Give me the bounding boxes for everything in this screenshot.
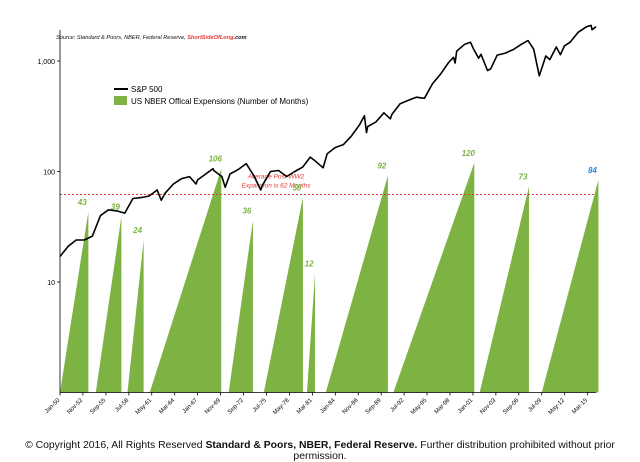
expansion-area-11 [541,179,599,393]
expansion-area-6 [263,197,303,393]
expansion-label-8: 92 [377,162,386,171]
expansion-label-7: 12 [305,259,314,268]
y-tick-label: 100 [43,170,55,177]
expansion-area-9 [393,162,475,393]
expansion-area-5 [228,220,253,393]
expansion-area-7 [306,273,316,393]
x-tick-label: Mar-98 [434,397,452,415]
expansion-area-3 [127,239,144,393]
expansion-label-4: 106 [209,155,223,164]
expansion-area-8 [325,175,388,393]
x-tick-label: May-12 [548,397,567,416]
copyright-footer: © Copyright 2016, All Rights Reserved St… [0,440,640,462]
x-tick-label: Sep-55 [89,397,107,415]
expansion-label-6: 58 [292,184,301,193]
expansion-label-9: 120 [462,149,476,158]
x-tick-label: Jul-92 [390,397,406,413]
x-tick-label: Mar-64 [158,397,176,415]
x-tick-label: Jul-75 [252,397,268,413]
x-tick-label: Jul-09 [527,397,543,413]
expansion-label-5: 36 [242,207,251,216]
y-tick-label: 10 [47,280,55,287]
x-tick-label: Jul-58 [114,397,130,413]
x-tick-label: May-78 [272,397,291,416]
x-tick-label: Nov-03 [479,397,497,415]
x-tick-label: Jan-84 [319,397,337,415]
x-tick-label: Mar-81 [296,397,314,415]
footer-prefix: © Copyright 2016, All Rights Reserved [25,440,206,451]
brand-part-c: Long [220,35,234,41]
x-tick-label: Nov-86 [342,397,360,415]
expansion-areas [60,162,599,393]
legend: S&P 500 US NBER Offical Expensions (Numb… [114,85,309,106]
average-label-line1: Average Post WW2 [247,173,305,180]
expansion-label-3: 24 [132,226,142,235]
brand-part-b: Of [214,35,221,41]
brand-suffix: .com [234,35,247,41]
source-note: Source: Standard & Poors, NBER, Federal … [56,35,247,41]
x-tick-label: Jan-67 [182,397,200,415]
source-text: Source: Standard & Poors, NBER, Federal … [56,35,187,41]
y-tick-label: 1,000 [37,59,55,66]
expansion-area-2 [95,216,122,393]
average-line-group: Average Post WW2 Expansion is 62 Months [60,173,596,195]
x-tick-label: Sep-89 [365,397,383,415]
average-label-line2: Expansion is 62 Months [241,182,311,189]
expansion-label-1: 43 [77,198,87,207]
legend-sp500-label: S&P 500 [131,85,163,94]
x-tick-label: Sep-06 [502,397,520,415]
legend-expansions-swatch [114,96,127,105]
x-tick-label: Jan-01 [457,397,475,415]
sp500-line [59,24,597,258]
x-tick-label: Mar-15 [571,397,589,415]
x-tick-label: Nov-69 [204,397,222,415]
footer-suffix: Further distribution prohibited without … [293,440,615,462]
expansion-label-2: 39 [111,203,120,212]
legend-expansions-label: US NBER Offical Expensions (Number of Mo… [131,97,309,106]
sp500-series [59,24,597,258]
x-tick-label: Jan-50 [44,397,62,415]
expansion-label-10: 73 [519,173,528,182]
expansion-area-10 [479,186,529,393]
expansion-area-4 [149,168,222,393]
x-tick-label: Nov-52 [66,397,84,415]
x-tick-label: May-61 [135,397,154,416]
expansion-area-1 [60,212,89,393]
footer-bold: Standard & Poors, NBER, Federal Reserve. [205,440,418,451]
expansion-label-11: 84 [588,166,597,175]
expansion-labels: 43 39 24 106 36 58 12 92 120 73 84 [77,149,598,268]
expansions-chart: Source: Standard & Poors, NBER, Federal … [37,24,599,416]
x-tick-label: Sep-72 [227,397,245,415]
brand-part-a: ShortSide [187,35,213,41]
x-tick-label: May-95 [410,397,429,416]
